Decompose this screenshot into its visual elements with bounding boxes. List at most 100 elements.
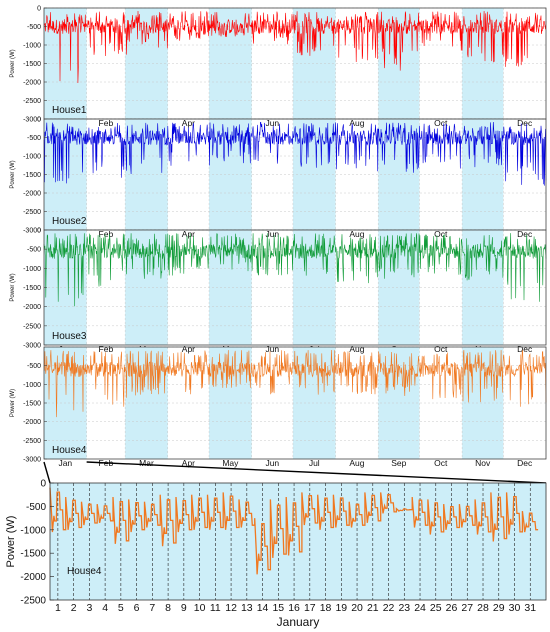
y-tick-label: -1000	[23, 43, 41, 50]
zoom-x-tick-label: 15	[272, 602, 284, 614]
zoom-x-tick-label: 6	[134, 602, 140, 614]
month-label: Dec	[517, 344, 533, 354]
y-tick-label: -3000	[23, 457, 41, 464]
zoom-x-tick-label: 17	[304, 602, 316, 614]
month-label: Oct	[434, 344, 448, 354]
y-tick-label: -500	[27, 247, 41, 254]
y-tick-label: -3000	[23, 117, 41, 124]
zoom-x-tick-label: 31	[524, 602, 536, 614]
y-tick-label: -2500	[23, 98, 41, 105]
month-label: Aug	[349, 458, 364, 468]
series-line-house3	[43, 233, 547, 307]
y-tick-label: -1500	[23, 285, 41, 292]
y-tick-label: -1000	[23, 382, 41, 389]
zoom-background	[50, 483, 546, 600]
zoom-x-tick-label: 4	[102, 602, 108, 614]
zoom-x-tick-label: 14	[257, 602, 269, 614]
y-tick-label: 0	[37, 6, 41, 13]
zoom-x-axis-label: January	[277, 615, 320, 629]
panel-house2: 0 -500 -1000 -1500 -2000 -2500 -3000 Power (W) J…	[10, 117, 547, 239]
y-tick-label: -2000	[23, 419, 41, 426]
zoom-y-tick-label: -2500	[20, 596, 46, 607]
zoom-x-tick-label: 1	[55, 602, 61, 614]
panel-house4: -500 -1000 -1500 -2000 -2500 -3000 Power (W) Ja…	[10, 346, 547, 468]
y-tick-label: -2500	[23, 209, 41, 216]
month-label: Dec	[517, 118, 533, 128]
panel-house1: 0 -500 -1000 -1500 -2000 -2500 -3000 Power (W) J…	[10, 6, 547, 128]
y-axis-label: Power (W)	[10, 389, 16, 417]
month-label: Aug	[349, 118, 364, 128]
month-label: Jun	[265, 118, 279, 128]
month-label: Apr	[182, 229, 195, 239]
zoom-y-tick-label: -2000	[20, 572, 46, 583]
y-axis-label: Power (W)	[10, 160, 16, 188]
month-label: Jul	[309, 458, 320, 468]
y-tick-label: -3000	[23, 228, 41, 235]
month-label: Jun	[265, 229, 279, 239]
month-label: Apr	[182, 118, 195, 128]
zoom-x-tick-label: 8	[165, 602, 171, 614]
connector-line-right	[86, 461, 547, 484]
zoom-x-tick-label: 25	[430, 602, 442, 614]
zoom-x-tick-label: 9	[181, 602, 187, 614]
y-tick-label: -500	[27, 135, 41, 142]
y-tick-label: -1500	[23, 172, 41, 179]
series-line-zoom	[49, 487, 539, 575]
month-label: Dec	[517, 229, 533, 239]
zoom-y-tick-label: -1500	[20, 549, 46, 560]
y-tick-label: -500	[27, 24, 41, 31]
zoom-x-tick-label: 29	[493, 602, 505, 614]
zoom-x-tick-label: 20	[351, 602, 363, 614]
zoom-x-tick-label: 10	[194, 602, 206, 614]
zoom-x-tick-label: 22	[383, 602, 395, 614]
month-label: Jun	[265, 458, 279, 468]
y-tick-label: -3000	[23, 343, 41, 350]
house-label: House3	[52, 331, 87, 342]
zoom-x-tick-label: 18	[320, 602, 332, 614]
zoom-connector	[43, 461, 547, 484]
y-tick-label: -2000	[23, 304, 41, 311]
zoom-y-tick-label: 0	[40, 479, 46, 490]
panel-house3: 0 -500 -1000 -1500 -2000 -2500 -3000 Power (W) J…	[10, 228, 547, 354]
y-tick-label: -1500	[23, 61, 41, 68]
month-label: Apr	[182, 344, 195, 354]
y-tick-label: -2500	[23, 323, 41, 330]
series-line-house1	[43, 10, 547, 84]
zoom-x-tick-label: 11	[210, 602, 221, 614]
year-panels: 0 -500 -1000 -1500 -2000 -2500 -3000 Power (W) J…	[10, 6, 547, 468]
zoom-y-tick-label: -500	[26, 502, 46, 513]
y-tick-label: -1000	[23, 266, 41, 273]
y-tick-label: -2000	[23, 191, 41, 198]
y-tick-label: -1500	[23, 401, 41, 408]
zoom-x-tick-label: 27	[461, 602, 473, 614]
zoom-x-tick-label: 16	[288, 602, 300, 614]
month-label: Dec	[517, 458, 533, 468]
zoom-x-tick-label: 21	[367, 602, 379, 614]
zoom-y-axis-label: Power (W)	[5, 516, 17, 568]
month-label: Mar	[139, 458, 154, 468]
zoom-x-tick-label: 30	[509, 602, 521, 614]
zoom-x-tick-label: 5	[118, 602, 124, 614]
month-label: Oct	[434, 458, 448, 468]
zoom-x-tick-label: 19	[335, 602, 347, 614]
series-line-house4	[43, 349, 547, 418]
month-label: Aug	[349, 344, 364, 354]
y-tick-label: 0	[37, 228, 41, 235]
month-label: Nov	[475, 458, 491, 468]
month-label: Feb	[99, 118, 114, 128]
zoom-x-tick-label: 28	[477, 602, 489, 614]
zoom-x-tick-label: 3	[86, 602, 92, 614]
month-label: Apr	[182, 458, 195, 468]
month-label: Oct	[434, 118, 448, 128]
series-line-house2	[43, 121, 547, 186]
month-label: Aug	[349, 229, 364, 239]
zoom-house-label: House4	[67, 566, 102, 577]
zoom-x-tick-label: 26	[446, 602, 458, 614]
y-axis-label: Power (W)	[10, 273, 16, 301]
y-tick-label: 0	[37, 117, 41, 124]
month-label: May	[222, 458, 239, 468]
house-label: House1	[52, 105, 87, 116]
house-label: House4	[52, 445, 87, 456]
month-label: Feb	[99, 344, 114, 354]
